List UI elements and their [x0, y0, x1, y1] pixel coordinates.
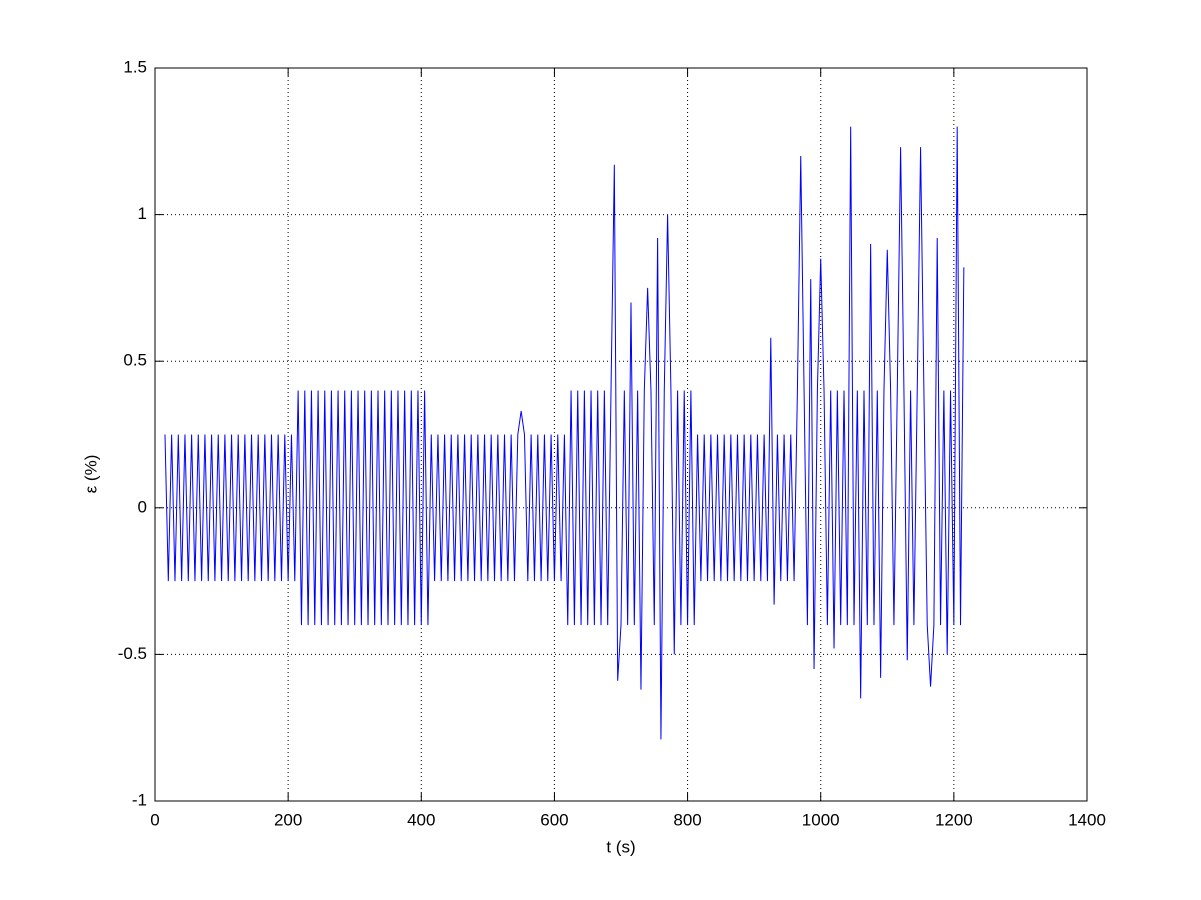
y-tick-label: 1.5: [123, 57, 147, 76]
x-tick-label: 800: [673, 810, 701, 829]
y-tick-label: 0: [138, 497, 147, 516]
x-tick-label: 1200: [935, 810, 973, 829]
x-tick-label: 1400: [1068, 810, 1106, 829]
y-axis-label: ε (%): [81, 455, 100, 494]
data-line: [164, 126, 965, 740]
x-axis-label: t (s): [606, 837, 635, 856]
y-tick-label: 1: [138, 204, 147, 223]
y-tick-label: -0.5: [118, 644, 147, 663]
y-tick-label: -1: [132, 790, 147, 809]
x-tick-label: 1000: [802, 810, 840, 829]
x-tick-label: 600: [540, 810, 568, 829]
plot-frame: [154, 67, 1088, 802]
x-tick-label: 400: [407, 810, 435, 829]
x-tick-label: 200: [274, 810, 302, 829]
x-tick-label: 0: [150, 810, 159, 829]
y-tick-label: 0.5: [123, 351, 147, 370]
